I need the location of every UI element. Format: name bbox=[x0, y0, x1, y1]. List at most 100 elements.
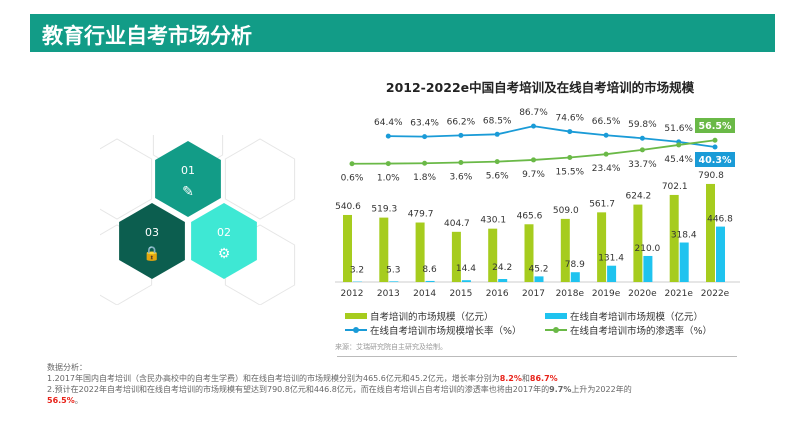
legend-line bbox=[545, 327, 567, 333]
growth-line bbox=[388, 125, 716, 148]
legend-swatch bbox=[545, 313, 567, 319]
growth-label: 51.6% bbox=[664, 124, 693, 134]
penetration-point bbox=[422, 160, 428, 166]
growth-label: 64.4% bbox=[374, 118, 403, 128]
hexagon-02 bbox=[191, 203, 257, 279]
text: 1.2017年国内自考培训（含民办高校中的自考生学费）和在线自考培训的市场规模分… bbox=[47, 374, 500, 383]
page-title: 教育行业自考市场分析 bbox=[42, 24, 252, 48]
bar-offline bbox=[524, 224, 534, 282]
growth-point bbox=[458, 132, 464, 138]
x-tick-label: 2015 bbox=[449, 289, 472, 299]
growth-label: 40.3% bbox=[699, 155, 732, 166]
hexagon-01 bbox=[155, 141, 221, 217]
bar-offline-label: 624.2 bbox=[626, 192, 652, 202]
penetration-point bbox=[567, 154, 573, 160]
growth-label: 68.5% bbox=[483, 116, 512, 126]
text: 上升为2022年的 bbox=[571, 385, 632, 394]
bar-offline-label: 540.6 bbox=[335, 202, 361, 212]
text: 。 bbox=[74, 396, 83, 405]
bar-online bbox=[570, 272, 580, 282]
penetration-label: 0.6% bbox=[341, 174, 364, 184]
bar-offline bbox=[451, 231, 461, 282]
hexagon-number: 03 bbox=[145, 226, 159, 239]
growth-label: 66.5% bbox=[592, 117, 621, 127]
x-tick-label: 2022e bbox=[701, 289, 730, 299]
bar-online bbox=[607, 265, 617, 282]
bar-offline bbox=[633, 204, 643, 282]
hexagon-graphic: 01 ✎ 02 ⚙ 03 🔒 bbox=[100, 135, 296, 305]
bar-online-label: 318.4 bbox=[671, 231, 697, 241]
bar-online-label: 3.2 bbox=[350, 266, 364, 276]
analysis-line-1: 1.2017年国内自考培训（含民办高校中的自考生学费）和在线自考培训的市场规模分… bbox=[47, 373, 747, 384]
legend-item-growth: 在线自考培训市场规模增长率（%） bbox=[345, 323, 522, 337]
bar-offline-label: 702.1 bbox=[662, 182, 688, 192]
growth-label: 63.4% bbox=[410, 119, 439, 129]
penetration-point bbox=[494, 159, 500, 165]
growth-callout bbox=[695, 152, 735, 167]
legend-label: 在线自考培训市场规模增长率（%） bbox=[370, 326, 522, 337]
penetration-point bbox=[712, 137, 718, 143]
bar-online bbox=[461, 280, 471, 282]
bar-offline-label: 509.0 bbox=[553, 206, 579, 216]
bar-offline-label: 519.3 bbox=[371, 205, 397, 215]
analysis-text: 数据分析： 1.2017年国内自考培训（含民办高校中的自考生学费）和在线自考培训… bbox=[47, 362, 747, 406]
penetration-label: 45.4% bbox=[664, 155, 693, 165]
penetration-point bbox=[531, 157, 536, 163]
growth-label: 74.6% bbox=[556, 114, 585, 124]
bar-offline-label: 479.7 bbox=[408, 210, 434, 220]
penetration-label: 1.8% bbox=[413, 173, 436, 183]
x-tick-label: 2016 bbox=[486, 289, 509, 299]
header-bar: 教育行业自考市场分析 bbox=[30, 14, 775, 52]
penetration-label: 23.4% bbox=[592, 164, 621, 174]
bar-online-label: 8.6 bbox=[422, 265, 437, 275]
penetration-point bbox=[676, 142, 682, 148]
penetration-point bbox=[458, 159, 464, 165]
bar-online bbox=[716, 226, 725, 282]
penetration-point bbox=[349, 161, 355, 167]
growth-point bbox=[385, 133, 391, 139]
x-tick-label: 2019e bbox=[592, 289, 621, 299]
penetration-point bbox=[385, 161, 391, 167]
divider bbox=[337, 356, 737, 357]
bar-offline bbox=[343, 214, 352, 282]
bar-online-label: 78.9 bbox=[565, 260, 585, 270]
x-tick-label: 2021e bbox=[664, 289, 693, 299]
bar-offline bbox=[669, 194, 679, 282]
bar-online bbox=[425, 280, 435, 282]
hexagon-number: 02 bbox=[217, 226, 231, 239]
hexagon-outline bbox=[224, 138, 296, 220]
growth-label: 86.7% bbox=[519, 108, 548, 118]
bar-offline-label: 465.6 bbox=[517, 211, 543, 221]
legend-label: 在线自考培训市场的渗透率（%） bbox=[570, 326, 713, 337]
highlight: 56.5% bbox=[47, 396, 75, 405]
penetration-label: 56.5% bbox=[699, 121, 732, 132]
analysis-heading: 数据分析： bbox=[47, 363, 87, 372]
penetration-label: 5.6% bbox=[486, 172, 509, 182]
bar-online-label: 45.2 bbox=[528, 264, 548, 274]
bar-offline-label: 561.7 bbox=[589, 199, 615, 209]
growth-point bbox=[603, 132, 609, 138]
bar-online-label: 210.0 bbox=[635, 244, 661, 254]
x-tick-label: 2014 bbox=[413, 289, 436, 299]
hexagon-number: 01 bbox=[181, 164, 195, 177]
legend-item-penetration: 在线自考培训市场的渗透率（%） bbox=[545, 323, 712, 337]
penetration-point bbox=[639, 147, 645, 153]
penetration-callout bbox=[695, 118, 735, 133]
penetration-label: 33.7% bbox=[628, 160, 657, 170]
legend-line bbox=[345, 327, 367, 333]
hexagon-outline bbox=[100, 138, 153, 220]
x-tick-label: 2020e bbox=[628, 289, 657, 299]
bar-online-label: 14.4 bbox=[456, 264, 476, 274]
legend-label: 自考培训的市场规模（亿元） bbox=[370, 312, 494, 323]
bar-online-label: 24.2 bbox=[492, 263, 512, 273]
bar-online-label: 131.4 bbox=[598, 254, 624, 264]
x-tick-label: 2017 bbox=[522, 289, 545, 299]
bar-online bbox=[389, 281, 399, 282]
legend-label: 在线自考培训市场规模（亿元） bbox=[570, 312, 704, 323]
text: 2.预计在2022年自考培训和在线自考培训的市场规模有望达到790.8亿元和44… bbox=[47, 385, 550, 394]
bar-offline bbox=[379, 217, 389, 282]
market-chart: 2012-2022e中国自考培训及在线自考培训的市场规模 2012 2013 201… bbox=[335, 80, 740, 299]
penetration-label: 9.7% bbox=[522, 170, 545, 180]
bar-online-label: 446.8 bbox=[707, 215, 733, 225]
x-tick-label: 2012 bbox=[341, 289, 364, 299]
